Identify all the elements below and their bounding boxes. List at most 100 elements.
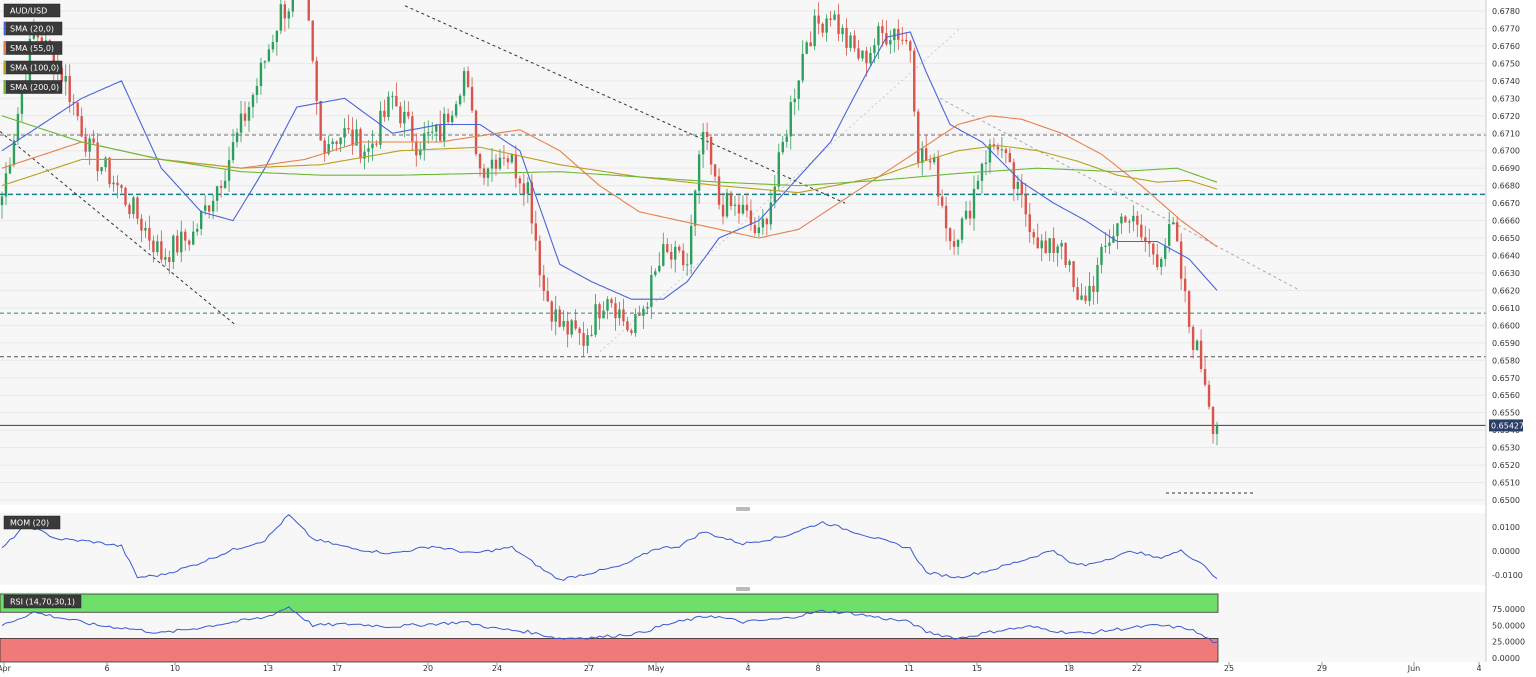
mom-line	[1, 514, 1218, 581]
candle-body	[610, 299, 613, 304]
candle-body	[84, 136, 87, 152]
candle-body	[705, 131, 709, 138]
candle-body	[948, 228, 952, 242]
x-tick-label: 27	[584, 664, 594, 673]
candle-body	[335, 141, 338, 145]
x-tick-label: 10	[170, 664, 180, 673]
candle-body	[534, 223, 538, 241]
candle-body	[988, 144, 992, 163]
candle-body	[68, 76, 71, 103]
candle-body	[956, 239, 960, 247]
sma-line	[1, 31, 1218, 300]
candle-body	[351, 129, 354, 146]
candle-body	[1136, 215, 1139, 225]
candle-body	[128, 204, 131, 215]
candle-body	[287, 11, 291, 19]
candle-body	[709, 137, 713, 165]
candle-body	[570, 320, 573, 335]
candle-body	[327, 143, 330, 154]
candle-body	[28, 38, 32, 83]
candle-body	[761, 218, 765, 228]
candle-body	[542, 275, 545, 292]
candle-body	[470, 86, 474, 111]
candle-body	[188, 240, 191, 245]
candle-body	[1215, 425, 1219, 434]
candle-body	[745, 204, 749, 211]
rsi-overbought-zone	[0, 593, 1219, 613]
candle-body	[331, 141, 334, 144]
candle-body	[1040, 240, 1043, 249]
candle-body	[283, 4, 287, 19]
candle-body	[243, 113, 247, 121]
y-tick-label: 0.6750	[1492, 59, 1520, 68]
candle-body	[379, 110, 382, 145]
candle-body	[654, 271, 657, 275]
candle-body	[829, 18, 832, 20]
candle-body	[1024, 194, 1027, 215]
y-tick-label: 0.6760	[1492, 42, 1520, 51]
rsi-tick-label: 25.0000	[1492, 638, 1525, 647]
candle-body	[773, 186, 777, 203]
symbol-label: AUD/USD	[10, 7, 47, 16]
candle-body	[355, 129, 358, 146]
candle-body	[566, 321, 569, 335]
candle-body	[785, 136, 788, 142]
candle-body	[960, 218, 964, 240]
candle-body	[781, 141, 784, 153]
candle-body	[502, 157, 506, 159]
candle-body	[598, 304, 601, 319]
y-tick-label: 0.6690	[1492, 164, 1520, 173]
candle-body	[160, 241, 163, 260]
candle-body	[419, 150, 422, 156]
candle-body	[936, 156, 940, 197]
candle-body	[462, 71, 466, 96]
y-tick-label: 0.6530	[1492, 444, 1520, 453]
candle-body	[1076, 287, 1079, 300]
candle-body	[921, 148, 924, 163]
candle-body	[1092, 285, 1095, 292]
candle-body	[642, 308, 645, 316]
candle-body	[20, 91, 24, 114]
panel-resize-handle[interactable]	[736, 587, 750, 591]
panel-resize-handle[interactable]	[736, 507, 750, 511]
candle-body	[1203, 368, 1207, 385]
candle-body	[343, 128, 346, 138]
candle-body	[666, 244, 669, 252]
candle-body	[235, 132, 239, 143]
candle-body	[606, 299, 609, 311]
candle-body	[199, 210, 203, 229]
candle-body	[403, 111, 406, 124]
indicator-label-swatch	[4, 41, 6, 55]
candle-body	[104, 157, 107, 168]
x-tick-label: 4	[745, 664, 750, 673]
mom-tick-label: 0.0100	[1492, 523, 1520, 532]
candle-body	[1048, 238, 1051, 254]
candle-body	[737, 204, 741, 214]
candle-body	[132, 197, 135, 215]
candle-body	[765, 218, 769, 225]
candle-body	[474, 110, 478, 155]
candle-body	[729, 192, 733, 206]
candle-body	[1036, 237, 1039, 249]
candle-body	[172, 235, 175, 263]
x-tick-label: 25	[1224, 664, 1234, 673]
candle-body	[1187, 291, 1191, 327]
mom-label: MOM (20)	[10, 519, 49, 528]
candle-body	[693, 190, 697, 226]
last-price-tag	[1489, 419, 1523, 432]
candle-body	[136, 197, 139, 219]
candle-body	[586, 335, 589, 346]
candle-body	[207, 205, 211, 212]
candle-body	[885, 33, 888, 45]
x-tick-label: 15	[972, 664, 982, 673]
candle-body	[1020, 181, 1024, 195]
y-tick-label: 0.6510	[1492, 479, 1520, 488]
candle-body	[1156, 254, 1159, 268]
sma-line	[1, 144, 1218, 194]
candle-body	[510, 154, 514, 163]
candle-body	[164, 257, 167, 260]
y-tick-label: 0.6550	[1492, 409, 1520, 418]
rsi-tick-label: 75.0000	[1492, 605, 1525, 614]
candle-body	[650, 274, 653, 307]
